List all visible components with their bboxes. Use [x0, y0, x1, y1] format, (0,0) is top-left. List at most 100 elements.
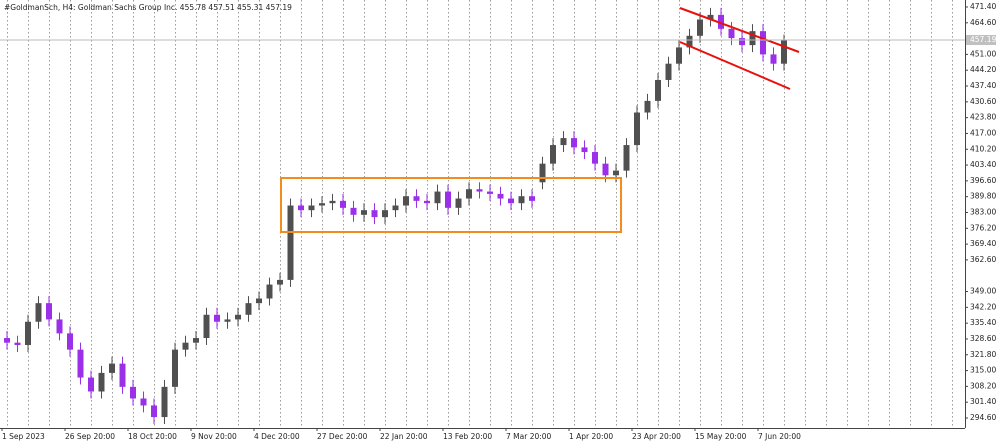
candle-body — [382, 210, 388, 218]
candle-body — [119, 363, 126, 387]
candle-body — [109, 363, 115, 373]
candle-body — [455, 198, 462, 208]
x-tick-label: 1 Sep 2023 — [2, 432, 45, 441]
x-tick-label: 23 Apr 20:00 — [632, 432, 681, 441]
y-tick-label: 403.40 — [970, 160, 996, 169]
candle-body — [140, 398, 147, 406]
candle-body — [151, 405, 157, 418]
x-tick-label: 4 Dec 20:00 — [254, 432, 300, 441]
candle-body — [56, 319, 63, 334]
y-tick-label: 437.40 — [970, 81, 996, 90]
candle-body — [4, 338, 10, 343]
y-tick-label: 328.60 — [970, 334, 996, 343]
channel-lower — [679, 41, 791, 90]
candle-body — [67, 333, 73, 350]
x-tick-label: 7 Mar 20:00 — [506, 432, 552, 441]
candle-body — [413, 196, 420, 201]
candle-body — [161, 386, 168, 418]
y-tick-label: 423.80 — [970, 113, 996, 122]
y-tick-label: 362.60 — [970, 255, 996, 264]
candle-body — [98, 372, 105, 392]
y-tick-label: 335.40 — [970, 318, 996, 327]
candle-body — [214, 314, 220, 322]
candle-body — [193, 338, 199, 343]
candle-body — [644, 100, 651, 113]
candle-body — [623, 145, 630, 171]
candle-body — [445, 191, 451, 208]
candle-body — [172, 349, 178, 387]
candle-body — [308, 205, 315, 211]
y-tick-label: 301.40 — [970, 397, 996, 406]
candle-body — [770, 54, 777, 64]
candle-body — [224, 319, 231, 322]
candle-body — [182, 342, 189, 350]
candle-body — [329, 200, 336, 204]
candle-body — [686, 35, 693, 48]
candle-body — [424, 200, 430, 204]
candle-body — [602, 163, 609, 176]
x-tick-label: 7 Jun 20:00 — [758, 432, 801, 441]
last-price-label: 457.19 — [970, 35, 996, 44]
candle-body — [434, 191, 441, 204]
x-tick-label: 22 Jan 20:00 — [380, 432, 428, 441]
plot — [4, 7, 787, 425]
candle-body — [77, 349, 84, 378]
candle-body — [130, 386, 136, 399]
range-box — [280, 177, 622, 233]
y-tick-label: 294.60 — [970, 413, 996, 422]
y-tick-label: 471.40 — [970, 2, 996, 11]
y-tick-label: 417.00 — [970, 128, 996, 137]
candle-body — [392, 205, 399, 211]
candle-body — [25, 321, 31, 346]
candle-body — [529, 196, 535, 201]
y-tick-label: 369.40 — [970, 239, 996, 248]
candle-body — [497, 193, 504, 199]
candle-body — [676, 47, 682, 64]
y-tick-label: 430.60 — [970, 97, 996, 106]
x-tick-label: 27 Dec 20:00 — [317, 432, 368, 441]
candle-body — [235, 314, 241, 320]
candle-body — [697, 19, 703, 36]
candle-body — [749, 31, 756, 46]
candle-body — [571, 138, 577, 148]
x-tick-label: 15 May 20:00 — [695, 432, 747, 441]
y-tick-label: 464.60 — [970, 18, 996, 27]
candle-body — [371, 210, 378, 218]
candle-body — [760, 31, 766, 55]
x-tick-label: 18 Oct 20:00 — [128, 432, 177, 441]
candle-body — [560, 138, 567, 146]
candle-body — [266, 284, 273, 299]
candle-body — [487, 191, 493, 194]
y-tick-label: 444.20 — [970, 65, 996, 74]
candle-body — [35, 303, 42, 322]
candle-body — [728, 28, 735, 39]
candle-body — [245, 303, 252, 315]
y-tick-label: 315.00 — [970, 366, 996, 375]
y-tick-label: 342.20 — [970, 302, 996, 311]
x-tick-label: 9 Nov 20:00 — [191, 432, 237, 441]
candle-body — [403, 196, 409, 206]
y-tick-label: 376.20 — [970, 223, 996, 232]
candle-body — [287, 205, 294, 280]
candle-body — [592, 152, 598, 164]
grid-pattern — [0, 0, 965, 428]
candle-body — [466, 189, 472, 199]
x-tick-label: 13 Feb 20:00 — [443, 432, 492, 441]
candle-body — [88, 377, 94, 392]
y-tick-label: 308.20 — [970, 381, 996, 390]
y-tick-label: 410.20 — [970, 144, 996, 153]
x-tick-label: 26 Sep 20:00 — [65, 432, 115, 441]
channel-upper — [679, 7, 800, 53]
y-tick-label: 451.00 — [970, 49, 996, 58]
candle-body — [350, 207, 357, 215]
candle-body — [476, 189, 483, 192]
candle-body — [665, 63, 672, 80]
y-tick-label: 349.00 — [970, 287, 996, 296]
y-tick-label: 396.60 — [970, 176, 996, 185]
candle-body — [707, 14, 714, 20]
candle-body — [256, 298, 262, 304]
candle-body — [14, 342, 21, 346]
chart-title: #GoldmanSch, H4: Goldman Sachs Group Inc… — [4, 3, 292, 12]
candle-body — [655, 79, 661, 101]
